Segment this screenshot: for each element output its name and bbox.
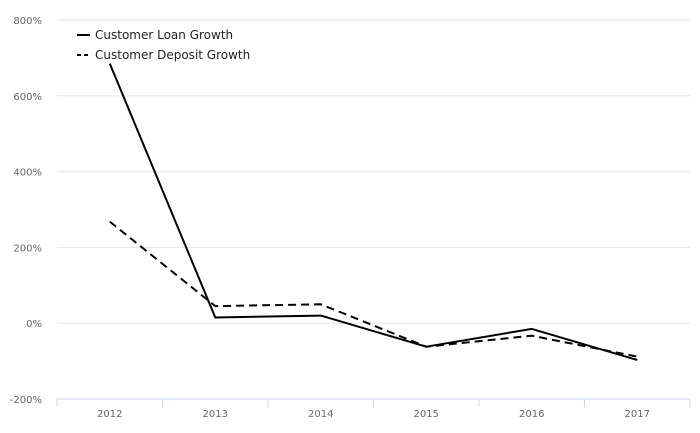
legend: Customer Loan Growth Customer Deposit Gro… (77, 28, 250, 62)
x-tick-label: 2012 (97, 409, 122, 420)
y-axis-tick-labels: -200% 0% 200% 400% 600% 800% (10, 16, 42, 406)
x-tick-label: 2014 (308, 409, 333, 420)
x-tick-label: 2015 (414, 409, 439, 420)
x-tick-label: 2013 (203, 409, 228, 420)
customer-loan-growth-line (108, 63, 638, 361)
legend-label: Customer Loan Growth (95, 28, 233, 42)
y-tick-label: 800% (13, 16, 42, 27)
y-tick-label: -200% (10, 395, 42, 406)
x-tick-label: 2017 (625, 409, 650, 420)
x-tick-label: 2016 (519, 409, 544, 420)
x-axis (56, 398, 691, 407)
y-tick-label: 200% (13, 243, 42, 254)
y-tick-label: 600% (13, 92, 42, 103)
grid-lines (57, 19, 690, 324)
x-axis-tick-labels: 2012 2013 2014 2015 2016 2017 (97, 409, 650, 420)
y-tick-label: 400% (13, 168, 42, 179)
y-tick-label: 0% (26, 319, 42, 330)
legend-label: Customer Deposit Growth (95, 48, 250, 62)
series-lines (108, 63, 638, 361)
